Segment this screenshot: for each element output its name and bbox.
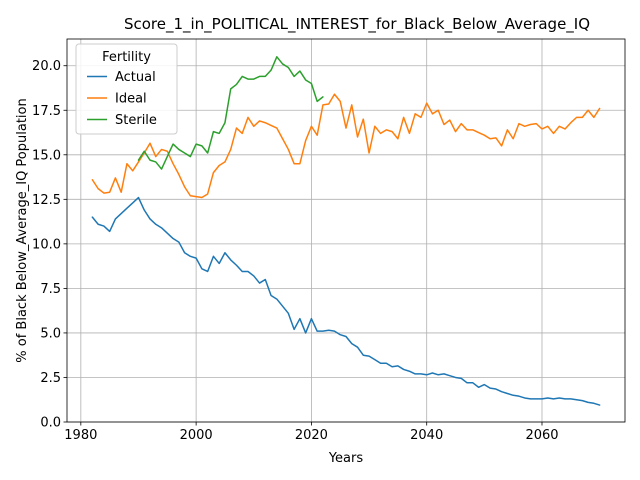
y-tick-label: 2.5 xyxy=(40,371,61,386)
grid xyxy=(67,39,625,423)
x-tick-label: 1980 xyxy=(64,428,97,443)
y-tick-label: 20.0 xyxy=(32,59,61,74)
x-tick-label: 2000 xyxy=(180,428,213,443)
y-tick-label: 0.0 xyxy=(40,416,61,431)
chart-title: Score_1_in_POLITICAL_INTEREST_for_Black_… xyxy=(124,15,590,34)
legend-label-actual: Actual xyxy=(115,70,156,85)
y-axis: 0.0 2.5 5.0 7.5 10.0 12.5 15.0 17.5 20.0 xyxy=(32,59,67,431)
series-line-sterile xyxy=(137,56,324,170)
x-axis-label: Years xyxy=(328,451,364,466)
series-line-actual xyxy=(91,196,601,406)
plot-frame xyxy=(66,38,626,423)
legend: Fertility Actual Ideal Sterile xyxy=(75,43,178,135)
series-line-ideal xyxy=(91,93,601,199)
y-axis-label: % of Black Below_Average_IQ Population xyxy=(15,98,30,362)
y-tick-label: 5.0 xyxy=(40,326,61,341)
y-tick-label: 12.5 xyxy=(32,193,61,208)
legend-frame xyxy=(75,43,178,135)
legend-label-ideal: Ideal xyxy=(115,92,147,107)
legend-title: Fertility xyxy=(102,50,151,65)
x-tick-label: 2060 xyxy=(525,428,558,443)
legend-label-sterile: Sterile xyxy=(115,113,157,128)
x-axis: 1980 2000 2020 2040 2060 xyxy=(64,422,559,443)
y-tick-label: 15.0 xyxy=(32,148,61,163)
y-tick-label: 10.0 xyxy=(32,237,61,252)
y-tick-label: 7.5 xyxy=(40,282,61,297)
series-group xyxy=(91,56,601,406)
y-tick-label: 17.5 xyxy=(32,104,61,119)
x-tick-label: 2040 xyxy=(410,428,443,443)
x-tick-label: 2020 xyxy=(295,428,328,443)
